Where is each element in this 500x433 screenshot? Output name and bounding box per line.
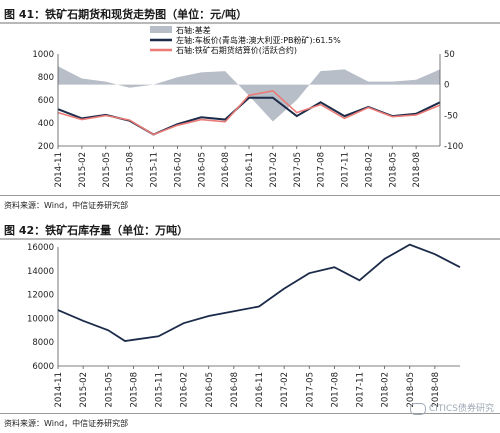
chart2-x-tick-label: 2018-05 — [406, 372, 416, 408]
wechat-icon — [409, 402, 426, 415]
chart1-source-rule — [0, 195, 500, 196]
series-inventory-line — [57, 243, 461, 342]
y-left-tick-label: 400 — [38, 119, 54, 129]
chart1-x-tick-label: 2016-05 — [197, 152, 207, 188]
chart2-x-tick-label: 2016-02 — [180, 372, 190, 408]
y-right-tick-label: -100 — [444, 142, 463, 152]
series-spot-price-line — [57, 96, 441, 136]
y-tick-label: 14000 — [27, 267, 54, 277]
chart2-title: 图 42：铁矿石库存量（单位：万吨） — [4, 224, 189, 237]
chart1-x-tick-label: 2018-05 — [388, 152, 398, 188]
chart1-x-tick-label: 2015-02 — [78, 152, 88, 188]
y-left-tick-label: 600 — [38, 96, 54, 106]
chart2-x-tick-label: 2016-05 — [205, 372, 215, 408]
chart2-x-tick-label: 2018-08 — [431, 372, 441, 408]
y-left-tick-label: 800 — [38, 73, 54, 83]
chart2-title-rule — [0, 238, 500, 240]
y-tick-label: 12000 — [27, 291, 54, 301]
chart2-x-tick-label: 2017-08 — [330, 372, 340, 408]
y-tick-label: 8000 — [32, 338, 54, 348]
legend-label: 石轴:铁矿石期货结算价(活跃合约) — [176, 45, 297, 55]
watermark-text: CITICS债券研究 — [428, 404, 494, 414]
chart2-x-tick-label: 2014-11 — [54, 372, 64, 408]
chart1-x-tick-label: 2015-08 — [126, 152, 136, 188]
chart2-source: 资料来源：Wind，中信证券研究部 — [4, 419, 129, 428]
chart1-x-tick-label: 2017-11 — [341, 152, 351, 188]
y-left-tick-label: 200 — [38, 142, 54, 152]
chart1-x-tick-label: 2018-02 — [364, 152, 374, 188]
y-right-tick-label: -50 — [444, 111, 458, 121]
y-tick-label: 10000 — [27, 314, 54, 324]
legend-label: 石轴:基差 — [176, 25, 211, 35]
chart1-x-tick-label: 2014-11 — [54, 152, 64, 188]
chart1-source: 资料来源：Wind，中信证券研究部 — [4, 201, 129, 210]
chart2-x-tick-label: 2015-05 — [104, 372, 114, 408]
chart1-x-tick-label: 2017-08 — [317, 152, 327, 188]
legend-label: 左轴:车板价(青岛港:澳大利亚:PB粉矿):61.5% — [176, 35, 341, 45]
legend-swatch-basis — [150, 26, 172, 33]
chart2-x-tick-label: 2015-08 — [129, 372, 139, 408]
series-basis-area — [58, 66, 440, 122]
y-right-tick-label: 0 — [444, 81, 449, 91]
chart2-x-tick-label: 2016-11 — [255, 372, 265, 408]
series-futures-price-line — [57, 89, 441, 136]
chart1-svg: 1000 800 600 400 200 50 0 -50 -100 2014-11 2015-02… — [32, 25, 463, 188]
chart1-title: 图 41：铁矿石期货和现货走势图（单位：元/吨） — [4, 8, 248, 21]
chart1-x-tick-label: 2015-05 — [102, 152, 112, 188]
chart2-x-tick-label: 2015-11 — [155, 372, 165, 408]
chart2-x-tick-label: 2017-11 — [356, 372, 366, 408]
chart2-x-tick-label: 2015-02 — [79, 372, 89, 408]
y-tick-label: 6000 — [32, 362, 54, 372]
chart1-x-tick-label: 2016-08 — [221, 152, 231, 188]
chart1-x-tick-label: 2015-11 — [150, 152, 160, 188]
chart1-x-tick-label: 2017-05 — [293, 152, 303, 188]
chart2-x-tick-label: 2017-02 — [280, 372, 290, 408]
chart1-x-tick-label: 2017-02 — [269, 152, 279, 188]
chart2-source-rule — [0, 413, 500, 414]
chart2-x-tick-label: 2016-08 — [230, 372, 240, 408]
chart1-x-tick-label: 2018-08 — [412, 152, 422, 188]
chart1-title-rule — [0, 22, 500, 24]
watermark: CITICS债券研究 — [409, 401, 494, 415]
y-right-tick-label: 50 — [444, 50, 455, 60]
y-left-tick-label: 1000 — [32, 50, 54, 60]
chart2-x-tick-label: 2017-05 — [305, 372, 315, 408]
chart1-x-tick-label: 2016-11 — [245, 152, 255, 188]
chart2-x-tick-label: 2018-02 — [381, 372, 391, 408]
chart1-x-tick-label: 2016-02 — [173, 152, 183, 188]
y-tick-label: 16000 — [27, 243, 54, 253]
